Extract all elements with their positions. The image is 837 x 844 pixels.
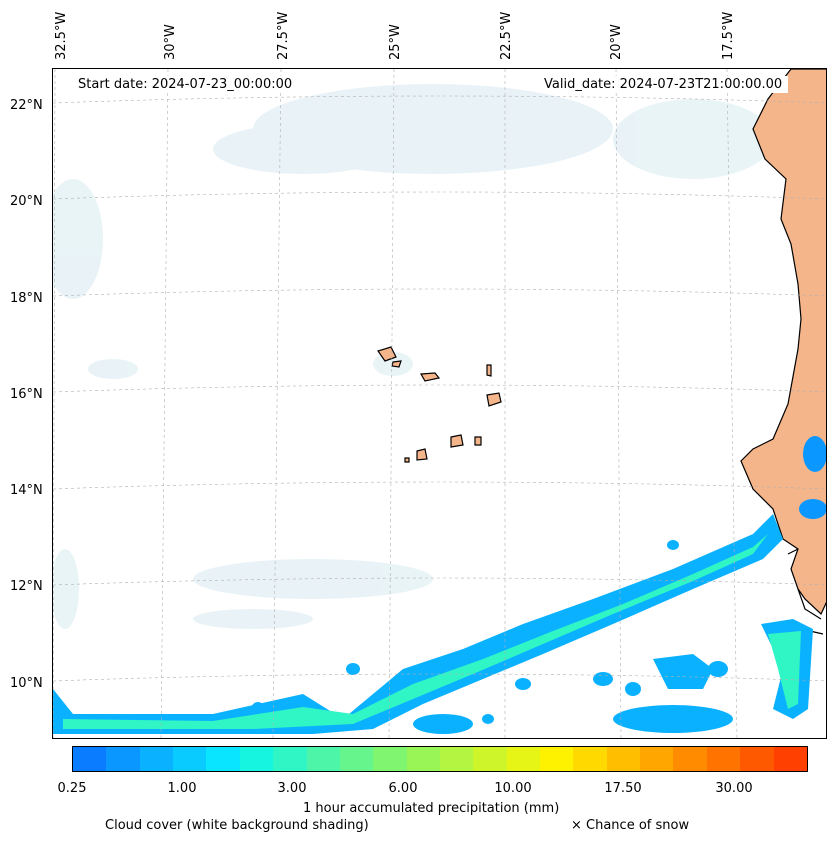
colorbar-segment-7	[306, 747, 340, 771]
colorbar-tick-3-00: 3.00	[277, 781, 307, 796]
lat-label-12n: 12°N	[10, 579, 43, 594]
lon-label-20w: 20°W	[609, 24, 624, 60]
colorbar-segment-18	[673, 747, 707, 771]
colorbar-segment-0	[73, 747, 107, 771]
lon-label-17-5w: 17.5°W	[721, 11, 736, 60]
colorbar-tick-10-00: 10.00	[494, 781, 532, 796]
graticule	[53, 69, 826, 738]
africa-land	[740, 69, 826, 616]
colorbar-segment-5	[239, 747, 274, 771]
precipitation-map	[53, 69, 826, 738]
colorbar-segment-13	[506, 747, 541, 771]
lon-label-32-5w: 32.5°W	[54, 11, 69, 60]
colorbar-segment-6	[273, 747, 307, 771]
cape-verde-islands	[377, 346, 502, 463]
colorbar-segment-1	[106, 747, 140, 771]
lat-label-20n: 20°N	[10, 194, 43, 209]
precipitation-colorbar	[72, 746, 808, 772]
colorbar-segment-4	[206, 747, 240, 771]
colorbar-segment-17	[640, 747, 674, 771]
colorbar-segment-16	[606, 747, 641, 771]
colorbar-segment-11	[439, 747, 474, 771]
colorbar-segment-9	[373, 747, 407, 771]
lon-label-25w: 25°W	[388, 24, 403, 60]
lon-label-30w: 30°W	[163, 24, 178, 60]
colorbar-segment-20	[740, 747, 774, 771]
colorbar-tick-0-25: 0.25	[57, 781, 87, 796]
colorbar-segment-21	[773, 747, 807, 771]
start-date-label: Start date: 2024-07-23_00:00:00	[72, 76, 299, 93]
valid-date-label: Valid_date: 2024-07-23T21:00:00.00	[538, 76, 789, 93]
lat-label-16n: 16°N	[10, 387, 43, 402]
colorbar-segment-3	[173, 747, 207, 771]
colorbar-tick-17-50: 17.50	[604, 781, 642, 796]
cloud-cover-legend: Cloud cover (white background shading)	[105, 818, 369, 833]
lat-label-18n: 18°N	[10, 291, 43, 306]
colorbar-segment-8	[339, 747, 374, 771]
colorbar-tick-6-00: 6.00	[388, 781, 418, 796]
colorbar-segment-15	[573, 747, 607, 771]
precipitation-band	[53, 436, 826, 734]
colorbar-label: 1 hour accumulated precipitation (mm)	[303, 801, 560, 816]
colorbar-segment-14	[540, 747, 574, 771]
snow-legend: × Chance of snow	[571, 818, 690, 833]
lat-label-14n: 14°N	[10, 483, 43, 498]
colorbar-segment-19	[706, 747, 741, 771]
colorbar-tick-30-00: 30.00	[715, 781, 753, 796]
cloud-cover-shading	[53, 84, 773, 629]
colorbar-tick-1-00: 1.00	[167, 781, 197, 796]
lon-label-22-5w: 22.5°W	[499, 11, 514, 60]
colorbar-segment-2	[139, 747, 174, 771]
map-canvas[interactable]	[52, 68, 827, 739]
colorbar-segment-12	[473, 747, 507, 771]
lat-label-22n: 22°N	[10, 98, 43, 113]
lon-label-27-5w: 27.5°W	[276, 11, 291, 60]
colorbar-segment-10	[406, 747, 440, 771]
lat-label-10n: 10°N	[10, 676, 43, 691]
